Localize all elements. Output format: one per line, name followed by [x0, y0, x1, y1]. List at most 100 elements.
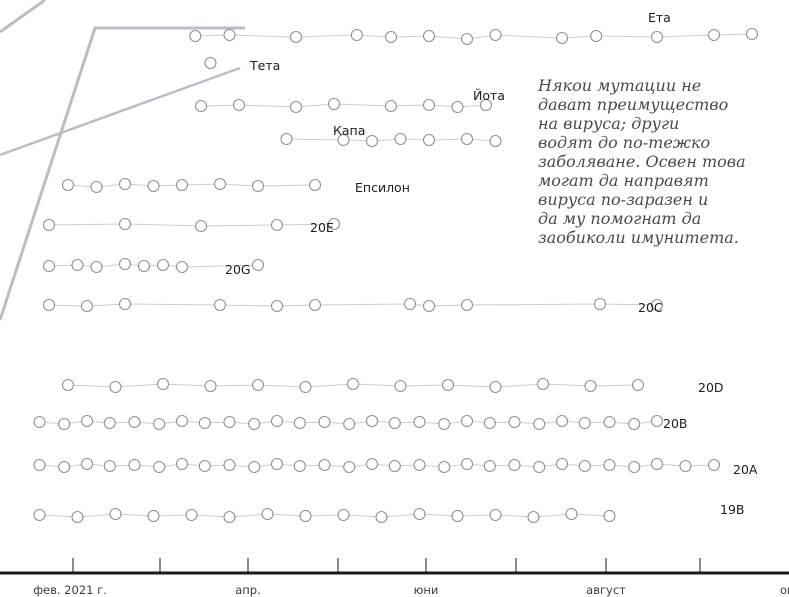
point-20b-15	[388, 416, 401, 430]
point-20c-9	[593, 297, 607, 311]
point-19b-4	[185, 508, 198, 522]
point-ета-1	[223, 28, 236, 42]
point-20d-9	[489, 380, 502, 394]
point-20a-25	[628, 460, 641, 474]
point-20b-1	[58, 417, 71, 431]
point-19b-1	[71, 510, 84, 524]
point-20c-2	[118, 297, 132, 311]
label-20e: 20E	[310, 220, 334, 235]
point-20c-7	[422, 299, 436, 313]
point-ета-0	[189, 29, 202, 43]
label-20b: 20B	[663, 416, 687, 431]
point-капа-2	[365, 134, 379, 148]
point-20a-1	[58, 460, 71, 474]
point-20a-8	[223, 458, 236, 472]
point-20a-14	[365, 457, 379, 471]
point-20b-26	[650, 414, 664, 428]
point-епсилон-7	[308, 178, 322, 192]
point-ета-5	[422, 29, 436, 43]
point-20b-19	[483, 416, 496, 430]
line-ета	[195, 33, 753, 40]
point-20a-27	[679, 459, 692, 473]
point-19b-15	[603, 509, 616, 523]
point-ета-8	[555, 31, 569, 45]
tick-label-3: август	[586, 583, 626, 597]
point-20g-0	[42, 259, 56, 273]
point-20c-4	[270, 299, 284, 313]
point-20c-8	[460, 298, 474, 312]
point-20g-2	[90, 260, 103, 274]
point-тета-0	[204, 56, 217, 70]
point-20c-10	[650, 298, 664, 312]
point-20d-6	[346, 377, 360, 391]
point-20c-6	[403, 297, 417, 311]
point-ета-11	[707, 28, 721, 42]
tick-label-4: окт.	[780, 583, 789, 597]
point-19b-8	[337, 508, 350, 522]
point-20b-20	[508, 415, 521, 429]
point-йота-1	[232, 98, 246, 112]
point-20d-3	[204, 379, 217, 393]
point-20b-6	[175, 414, 189, 428]
point-ета-9	[590, 29, 603, 43]
point-капа-4	[422, 133, 436, 147]
point-20a-2	[80, 457, 94, 471]
point-20a-13	[343, 460, 356, 474]
point-20a-3	[103, 459, 116, 473]
point-19b-9	[375, 510, 388, 524]
point-20b-4	[128, 415, 141, 429]
point-20d-2	[156, 377, 170, 391]
label-епсилон: Епсилон	[355, 180, 410, 195]
point-йота-5	[422, 98, 436, 112]
point-епсилон-0	[61, 178, 75, 192]
point-20b-11	[293, 416, 306, 430]
point-20a-5	[153, 460, 166, 474]
point-епсилон-2	[118, 177, 132, 191]
point-20b-22	[555, 414, 569, 428]
tick-label-1: апр.	[235, 583, 261, 597]
point-20c-1	[80, 299, 94, 313]
point-капа-5	[460, 132, 474, 146]
label-капа: Капа	[333, 123, 365, 138]
point-19b-10	[413, 507, 426, 521]
point-епсилон-1	[90, 180, 103, 194]
annotation-text: Някои мутации не дават преимущество на в…	[538, 76, 746, 247]
point-20e-3	[270, 218, 284, 232]
point-капа-0	[280, 132, 293, 146]
point-20g-1	[71, 258, 84, 272]
point-20a-22	[555, 457, 569, 471]
point-20b-5	[153, 417, 166, 431]
point-ета-2	[289, 30, 303, 44]
point-20a-0	[33, 458, 46, 472]
label-20g: 20G	[225, 262, 251, 277]
trunk-line-3	[0, 66, 241, 157]
point-19b-7	[299, 509, 312, 523]
point-20a-18	[460, 457, 474, 471]
point-19b-13	[527, 510, 540, 524]
point-20a-21	[533, 460, 546, 474]
trunk-line-2	[0, 26, 245, 321]
point-йота-2	[289, 100, 303, 114]
point-20b-8	[223, 415, 236, 429]
point-19b-3	[147, 509, 160, 523]
point-ета-4	[384, 30, 398, 44]
point-20a-26	[650, 457, 664, 471]
point-19b-6	[261, 507, 274, 521]
point-йота-6	[451, 100, 464, 114]
point-20c-0	[42, 298, 56, 312]
point-20c-3	[213, 298, 227, 312]
point-20a-20	[508, 458, 521, 472]
tick-label-0: фев. 2021 г.	[33, 583, 107, 597]
label-20a: 20A	[733, 462, 758, 477]
time-axis: фев. 2021 г. апр. юни август окт.	[0, 558, 789, 597]
point-20a-16	[413, 458, 426, 472]
point-20g-4	[137, 259, 151, 273]
point-20g-6	[175, 260, 189, 274]
point-20a-24	[603, 458, 616, 472]
point-ета-3	[350, 28, 363, 42]
point-19b-14	[565, 507, 578, 521]
point-20a-15	[388, 459, 401, 473]
label-ета: Ета	[648, 10, 671, 25]
point-20b-16	[413, 415, 426, 429]
point-20b-10	[270, 414, 284, 428]
